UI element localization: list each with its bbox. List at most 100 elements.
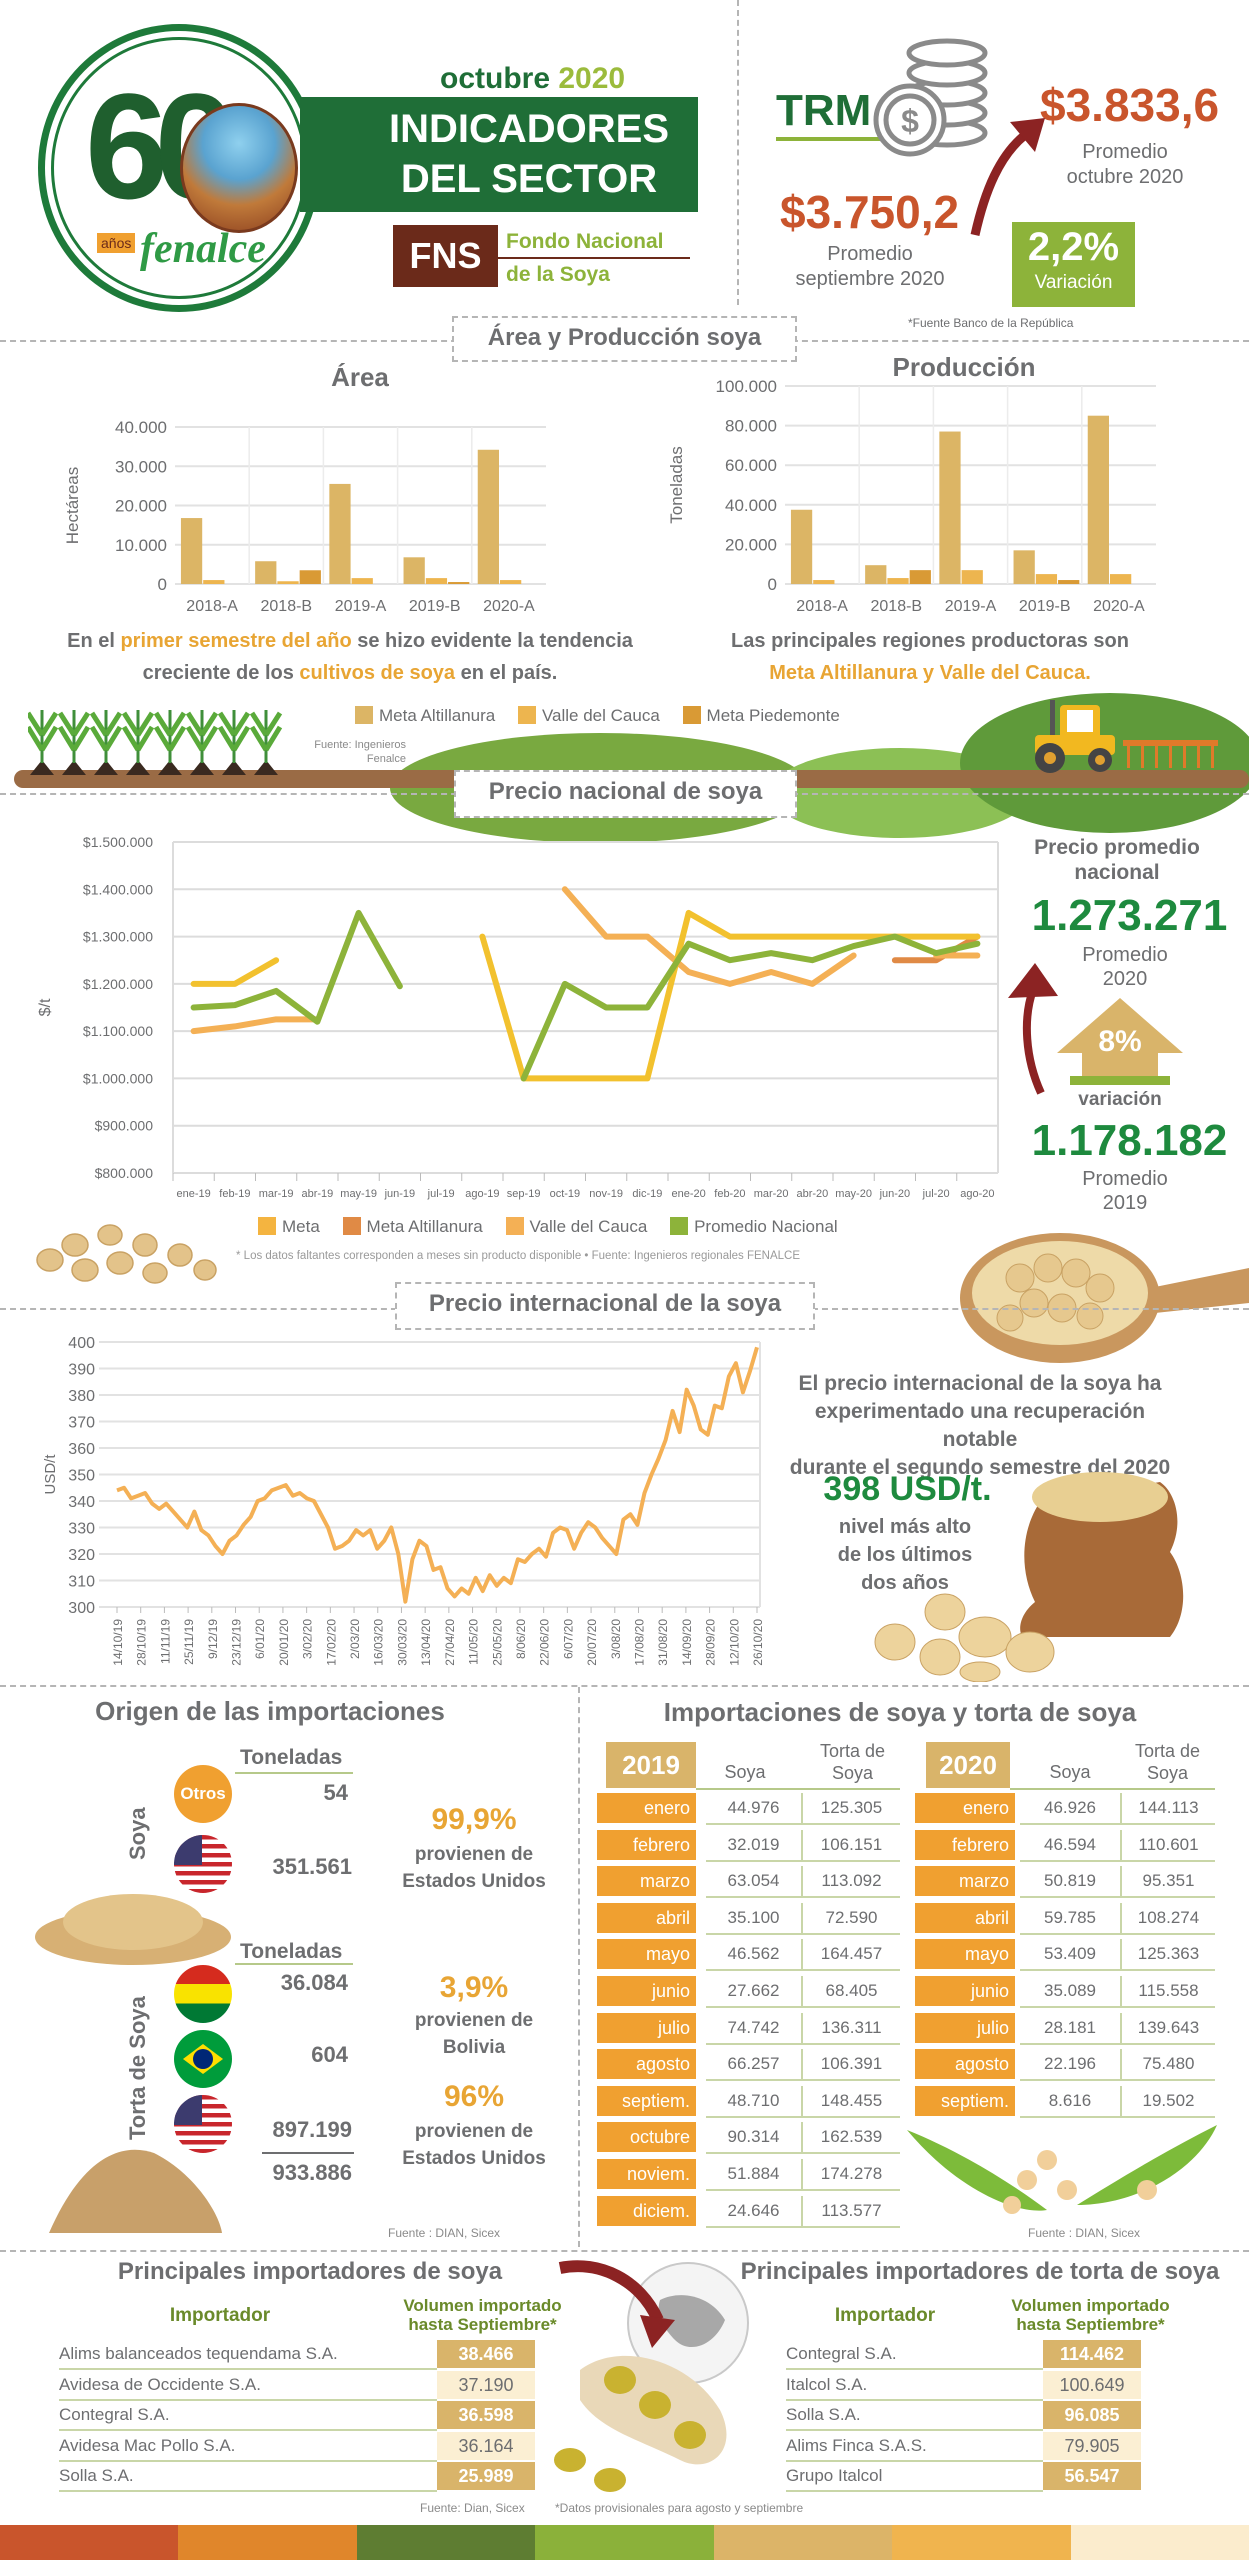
soy-sack-illustration (874, 1472, 1184, 1682)
torta-value-2019: 106.391 (801, 2049, 900, 2082)
month-label-2019: febrero (597, 1829, 696, 1860)
soy-pods-illustration (907, 2125, 1217, 2214)
soya-value-2020: 28.181 (1020, 2013, 1120, 2045)
x-tick-label: 2019-A (945, 598, 997, 615)
x-tick-label: 3/02/20 (301, 1619, 315, 1659)
x-tick-label: jul-19 (427, 1188, 455, 1200)
x-tick-label: 22/06/20 (538, 1619, 552, 1666)
report-year: 2020 (558, 62, 626, 95)
fenalce-logo: 60 años fenalce (38, 24, 320, 312)
highlight: Meta Altillanura y Valle del Cauca. (769, 662, 1091, 684)
footer-color-segment (892, 2525, 1071, 2560)
leaf-icon (121, 711, 155, 752)
bar-meta-altillanura (1013, 550, 1035, 584)
text: de los últimos (837, 1544, 973, 1566)
torta-value-2020: 144.113 (1120, 1793, 1215, 1825)
torta-value-2019: 174.278 (801, 2159, 900, 2191)
torta-importers-title: Principales importadores de torta de soy… (740, 2258, 1220, 2285)
x-tick-label: nov-19 (589, 1188, 623, 1200)
national-legend: Meta Meta Altillanura Valle del Cauca Pr… (258, 1216, 838, 1238)
importer-name-soya: Solla S.A. (59, 2462, 437, 2492)
x-tick-label: 6/07/20 (561, 1619, 575, 1659)
month-label-2020: abril (915, 1902, 1015, 1933)
legend-item: Meta Altillanura (355, 705, 495, 727)
legend-item: Valle del Cauca (505, 1216, 648, 1238)
bar-meta-altillanura (255, 561, 277, 584)
x-tick-label: 2020-A (1093, 598, 1145, 615)
soya-value-2020: 22.196 (1020, 2049, 1120, 2082)
y-tick-label: $1.000.000 (83, 1070, 153, 1086)
importer-volume-soya: 37.190 (437, 2370, 535, 2399)
soybean-pile-illustration (35, 1894, 231, 1965)
soya-value-2019: 46.562 (706, 1939, 801, 1972)
trm-variation-box: 2,2% Variación (1012, 222, 1135, 307)
text: creciente de los (142, 662, 300, 684)
y-tick-label: 330 (68, 1521, 95, 1538)
text: dos años (861, 1572, 949, 1594)
bar-meta-altillanura (865, 565, 887, 584)
text: 2020 (1102, 968, 1148, 990)
text: se hizo evidente la tendencia (351, 630, 633, 652)
importers-source: Fuente: Dian, Sicex (420, 2501, 525, 2515)
caption-line: Promedio (827, 243, 913, 265)
text: Torta de (1134, 1741, 1201, 1761)
table-2019-col-soya: Soya (724, 1762, 766, 1782)
leaf-icon (28, 711, 59, 752)
torta-value-2019: 113.092 (801, 1866, 900, 1899)
soya-value-2019: 32.019 (706, 1830, 801, 1862)
legend-label: Valle del Cauca (529, 1217, 648, 1236)
text: experimentado una recuperación notable (814, 1400, 1146, 1451)
x-tick-label: sep-19 (507, 1188, 541, 1200)
bar-valle-del-cauca (887, 578, 909, 584)
bar-valle-del-cauca (1035, 574, 1058, 584)
legend-label: Meta Piedemonte (706, 706, 840, 725)
text: Promedio (1082, 944, 1168, 966)
variation-value: 8% (1098, 1025, 1142, 1058)
soya-value-2019: 66.257 (706, 2049, 801, 2082)
series-line-meta (190, 957, 280, 987)
x-tick-label: ago-20 (960, 1188, 994, 1200)
fns-badge: FNS (393, 225, 498, 287)
text: Bolivia (442, 2037, 506, 2058)
leaf-icon (185, 711, 219, 752)
soya-value-2019: 63.054 (706, 1866, 801, 1899)
up-arrow-icon (970, 118, 1045, 236)
month-label-2020: julio (915, 2012, 1015, 2043)
y-tick-label: 360 (68, 1441, 95, 1458)
table-2019-year: 2019 (606, 1742, 696, 1788)
legend-item: Promedio Nacional (670, 1216, 838, 1238)
text: provienen de (414, 2010, 534, 2031)
x-tick-label: 30/03/20 (395, 1619, 409, 1666)
report-date: octubre 2020 (440, 62, 625, 96)
highlight: cultivos de soya (299, 662, 456, 684)
x-tick-label: abr-20 (796, 1188, 828, 1200)
y-tick-label: 80.000 (725, 417, 777, 436)
text: Soya (831, 1763, 874, 1783)
avg-2019-value: 1.178.182 (1031, 1116, 1228, 1165)
torta-brazil-value: 604 (311, 2042, 348, 2067)
soya-value-2020: 50.819 (1020, 1866, 1120, 1899)
footer-color-segment (178, 2525, 357, 2560)
torta-value-2020: 19.502 (1120, 2085, 1215, 2118)
soya-value-2019: 90.314 (706, 2122, 801, 2155)
soya-value-2019: 35.100 (706, 1903, 801, 1935)
month-label-2020: enero (915, 1793, 1015, 1823)
coins-icon: $ (873, 38, 988, 157)
avg-2020-label: Promedio 2020 (1040, 943, 1210, 991)
section-title-international-price: Precio internacional de la soya (395, 1282, 815, 1330)
x-tick-label: 2020-A (483, 598, 535, 615)
y-tick-label: 340 (68, 1494, 95, 1511)
soya-value-2019: 44.976 (706, 1793, 801, 1825)
text: Estados Unidos (402, 1871, 546, 1892)
text: hasta Septiembre* (408, 2315, 557, 2334)
importer-volume-soya: 25.989 (437, 2462, 535, 2490)
y-tick-label: 310 (68, 1574, 95, 1591)
brazil-flag-icon (174, 2030, 232, 2088)
footer-color-segment (356, 2525, 536, 2560)
x-tick-label: 2019-B (409, 598, 461, 615)
leaf-icon (249, 711, 283, 752)
legend-label: Valle del Cauca (541, 706, 660, 725)
month-label-2019: abril (597, 1902, 696, 1933)
footer-color-segment (713, 2525, 893, 2560)
torta-total-value: 933.886 (272, 2160, 352, 2185)
